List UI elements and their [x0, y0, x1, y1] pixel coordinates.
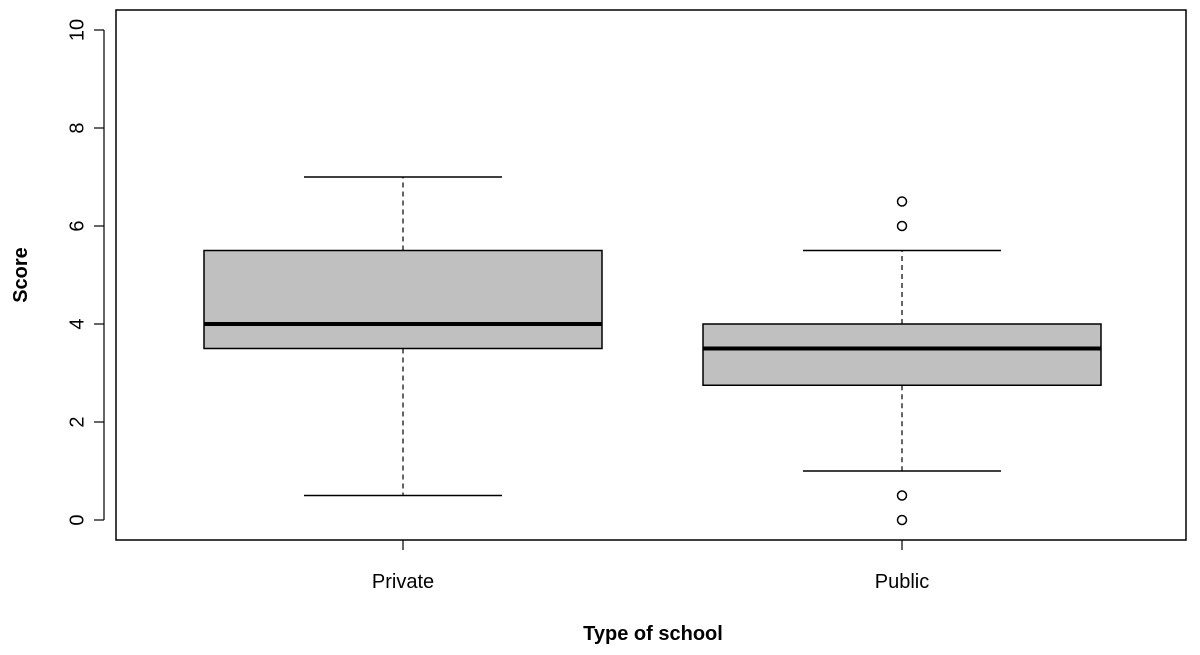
y-tick-label: 10 — [66, 19, 88, 41]
x-tick-label: Public — [875, 571, 929, 593]
x-axis: Private Public — [372, 540, 929, 593]
y-axis: 0 2 4 6 8 10 — [66, 19, 105, 526]
outlier-point — [896, 490, 908, 501]
y-tick-label: 0 — [66, 514, 88, 525]
y-tick-label: 6 — [66, 220, 88, 231]
plot-frame — [115, 9, 1187, 541]
outlier-point — [896, 196, 908, 207]
outlier-point — [896, 514, 908, 526]
iqr-box — [203, 249, 603, 350]
x-axis-title: Type of school — [583, 623, 723, 645]
iqr-box — [702, 323, 1102, 386]
y-tick-label: 8 — [66, 122, 88, 133]
box-group — [203, 176, 603, 497]
y-tick-label: 2 — [66, 416, 88, 427]
y-tick-label: 4 — [66, 318, 88, 329]
box-series — [203, 176, 1102, 526]
y-axis-title: Score — [10, 247, 32, 303]
x-tick-label: Private — [372, 571, 434, 593]
box-group — [702, 196, 1102, 526]
outlier-point — [896, 220, 908, 232]
